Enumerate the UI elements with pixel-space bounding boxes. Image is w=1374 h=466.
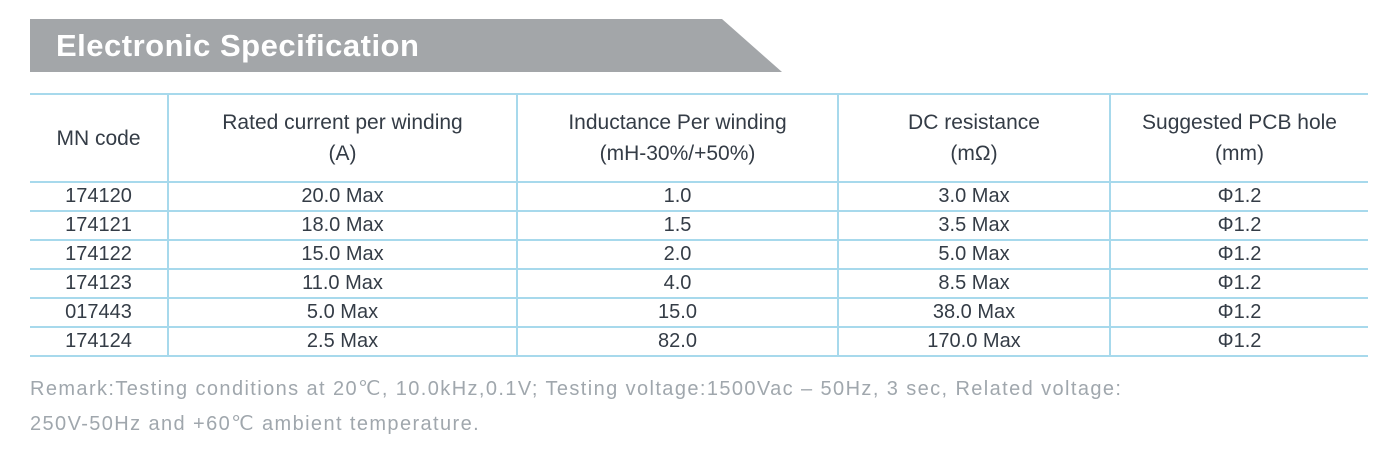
cell-pcb-hole: Φ1.2 <box>1109 240 1368 270</box>
section-title: Electronic Specification <box>56 27 420 63</box>
table-row: 174124 2.5 Max 82.0 170.0 Max Φ1.2 <box>30 327 1368 357</box>
cell-mn-code: 017443 <box>30 298 168 328</box>
col-header-label: MN code <box>56 126 141 150</box>
col-header-unit: (A) <box>328 142 357 165</box>
col-header-inductance: Inductance Per winding (mH-30%/+50%) <box>516 93 838 183</box>
cell-dc-resistance: 5.0 Max <box>837 240 1110 270</box>
col-header-pcb-hole: Suggested PCB hole (mm) <box>1109 93 1368 183</box>
table-row: 174123 11.0 Max 4.0 8.5 Max Φ1.2 <box>30 269 1368 299</box>
table-row: 174121 18.0 Max 1.5 3.5 Max Φ1.2 <box>30 211 1368 241</box>
cell-inductance: 82.0 <box>516 327 838 357</box>
cell-dc-resistance: 8.5 Max <box>837 269 1110 299</box>
cell-mn-code: 174124 <box>30 327 168 357</box>
col-header-label: DC resistance <box>908 111 1040 134</box>
cell-rated-current: 15.0 Max <box>167 240 517 270</box>
cell-mn-code: 174122 <box>30 240 168 270</box>
cell-rated-current: 11.0 Max <box>167 269 517 299</box>
col-header-label: Suggested PCB hole <box>1142 111 1337 134</box>
cell-rated-current: 2.5 Max <box>167 327 517 357</box>
cell-rated-current: 20.0 Max <box>167 182 517 212</box>
col-header-rated-current: Rated current per winding (A) <box>167 93 517 183</box>
electronic-spec-table: MN code Rated current per winding (A) In… <box>30 93 1368 357</box>
table-row: 017443 5.0 Max 15.0 38.0 Max Φ1.2 <box>30 298 1368 328</box>
col-header-unit: (mH-30%/+50%) <box>599 142 756 165</box>
col-header-label: Rated current per winding <box>222 111 463 134</box>
table-row: 174122 15.0 Max 2.0 5.0 Max Φ1.2 <box>30 240 1368 270</box>
col-header-label: Inductance Per winding <box>568 111 787 134</box>
cell-pcb-hole: Φ1.2 <box>1109 182 1368 212</box>
col-header-unit: (mΩ) <box>950 142 998 165</box>
remark-line-2: 250V-50Hz and +60℃ ambient temperature. <box>30 413 481 435</box>
cell-inductance: 4.0 <box>516 269 838 299</box>
cell-dc-resistance: 3.5 Max <box>837 211 1110 241</box>
section-header-banner: Electronic Specification <box>30 19 782 72</box>
table-header-row: MN code Rated current per winding (A) In… <box>30 93 1368 183</box>
cell-pcb-hole: Φ1.2 <box>1109 298 1368 328</box>
cell-inductance: 2.0 <box>516 240 838 270</box>
cell-mn-code: 174120 <box>30 182 168 212</box>
remark-line-1: Remark:Testing conditions at 20℃, 10.0kH… <box>30 378 1123 400</box>
cell-inductance: 1.5 <box>516 211 838 241</box>
remark-note: Remark:Testing conditions at 20℃, 10.0kH… <box>30 372 1344 442</box>
col-header-dc-resistance: DC resistance (mΩ) <box>837 93 1110 183</box>
cell-mn-code: 174123 <box>30 269 168 299</box>
cell-rated-current: 18.0 Max <box>167 211 517 241</box>
cell-pcb-hole: Φ1.2 <box>1109 211 1368 241</box>
cell-dc-resistance: 170.0 Max <box>837 327 1110 357</box>
cell-rated-current: 5.0 Max <box>167 298 517 328</box>
table-row: 174120 20.0 Max 1.0 3.0 Max Φ1.2 <box>30 182 1368 212</box>
cell-inductance: 1.0 <box>516 182 838 212</box>
col-header-unit: (mm) <box>1215 142 1264 165</box>
cell-inductance: 15.0 <box>516 298 838 328</box>
cell-dc-resistance: 38.0 Max <box>837 298 1110 328</box>
cell-dc-resistance: 3.0 Max <box>837 182 1110 212</box>
cell-mn-code: 174121 <box>30 211 168 241</box>
cell-pcb-hole: Φ1.2 <box>1109 327 1368 357</box>
col-header-mn-code: MN code <box>30 93 168 183</box>
cell-pcb-hole: Φ1.2 <box>1109 269 1368 299</box>
